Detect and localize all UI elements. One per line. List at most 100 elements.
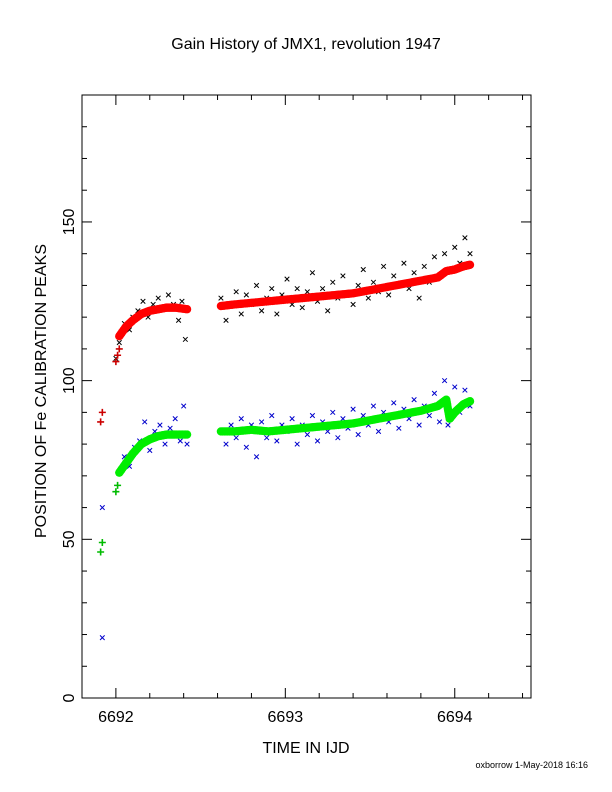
data-point-cross xyxy=(177,438,183,444)
data-point-cross xyxy=(243,292,250,298)
y-tick-label: 0 xyxy=(61,693,78,702)
plot-frame xyxy=(81,94,532,699)
data-point-cross xyxy=(462,235,468,241)
data-point-cross xyxy=(184,441,190,447)
data-point-cross xyxy=(386,292,392,298)
data-point-cross xyxy=(294,285,300,292)
y-tick-label: 150 xyxy=(61,209,78,236)
data-point-fit xyxy=(181,430,190,439)
data-point-cross xyxy=(228,422,234,428)
data-point-cross xyxy=(431,254,438,260)
data-point-cross xyxy=(274,438,280,444)
data-point-cross xyxy=(416,422,422,428)
data-point-cross xyxy=(319,285,326,292)
data-point-cross xyxy=(294,441,300,447)
data-point-cross xyxy=(416,295,422,301)
data-point-cross xyxy=(365,295,371,301)
data-point-cross xyxy=(309,270,316,276)
data-point-cross xyxy=(391,273,397,279)
data-point-cross xyxy=(284,276,290,282)
data-point-cross xyxy=(162,441,168,447)
data-point-cross xyxy=(350,406,356,412)
x-tick-label: 6694 xyxy=(437,709,473,726)
data-point-fit xyxy=(464,260,474,270)
data-point-cross xyxy=(175,317,182,323)
data-point-plus xyxy=(97,548,105,556)
data-point-cross xyxy=(445,422,451,428)
data-point-fit xyxy=(464,397,474,406)
y-axis-label: POSITION OF Fe CALIBRATION PEAKS xyxy=(33,244,50,538)
data-point-cross xyxy=(155,295,161,301)
data-point-cross xyxy=(401,260,407,266)
data-point-cross xyxy=(99,635,105,641)
x-axis-label: TIME IN IJD xyxy=(262,740,350,757)
data-point-cross xyxy=(116,339,122,346)
data-point-cross xyxy=(431,390,438,396)
data-point-cross xyxy=(238,311,244,317)
data-point-cross xyxy=(238,416,244,422)
data-point-cross xyxy=(258,419,265,425)
data-point-cross xyxy=(380,263,387,270)
data-point-cross xyxy=(391,400,397,406)
x-tick-label: 6692 xyxy=(98,709,134,726)
data-point-cross xyxy=(309,412,316,419)
data-point-cross xyxy=(350,301,356,308)
data-point-cross xyxy=(421,263,427,270)
footer-credit: oxborrow 1-May-2018 16:16 xyxy=(475,760,588,770)
x-tick-label: 6693 xyxy=(268,709,304,726)
data-point-cross xyxy=(167,425,173,431)
data-point-fit xyxy=(181,304,190,314)
data-point-cross xyxy=(181,403,187,409)
data-point-cross xyxy=(355,431,361,438)
data-point-plus xyxy=(97,418,105,426)
data-point-plus xyxy=(112,488,120,496)
data-point-cross xyxy=(304,289,311,295)
data-point-cross xyxy=(330,279,336,285)
data-point-cross xyxy=(452,384,458,390)
data-point-cross xyxy=(426,412,432,419)
data-point-cross xyxy=(233,289,239,295)
data-point-cross xyxy=(243,444,250,450)
data-point-cross xyxy=(340,273,346,279)
data-point-cross xyxy=(269,285,275,292)
data-point-cross xyxy=(179,298,185,304)
data-point-cross xyxy=(172,416,178,422)
data-point-cross xyxy=(370,279,377,285)
data-point-cross xyxy=(452,244,458,250)
data-point-plus xyxy=(98,538,106,546)
chart-title: Gain History of JMX1, revolution 1947 xyxy=(171,36,441,53)
data-point-cross xyxy=(299,304,305,311)
data-point-cross xyxy=(396,425,402,431)
data-point-cross xyxy=(411,397,417,403)
y-tick-label: 100 xyxy=(61,367,78,394)
data-point-plus xyxy=(112,358,120,366)
data-point-plus xyxy=(114,481,122,489)
data-point-cross xyxy=(253,454,260,460)
data-point-cross xyxy=(289,416,295,422)
data-point-cross xyxy=(441,251,448,257)
data-point-cross xyxy=(157,422,163,428)
data-point-plus xyxy=(114,351,122,359)
y-tick-label: 50 xyxy=(61,530,78,548)
data-point-cross xyxy=(182,336,189,343)
data-point-cross xyxy=(165,292,172,298)
data-point-cross xyxy=(355,282,361,289)
data-point-plus xyxy=(98,408,106,416)
data-point-cross xyxy=(375,428,382,435)
data-point-cross xyxy=(314,438,321,444)
data-point-cross xyxy=(274,311,280,317)
data-point-cross xyxy=(223,441,229,447)
data-point-plus xyxy=(115,345,123,353)
data-point-cross xyxy=(218,295,224,301)
data-point-cross xyxy=(436,419,443,425)
data-point-cross xyxy=(441,377,448,384)
data-point-cross xyxy=(99,504,105,511)
data-point-cross xyxy=(360,266,366,273)
data-point-cross xyxy=(335,435,341,441)
data-point-cross xyxy=(147,447,153,454)
data-point-cross xyxy=(370,403,377,409)
data-point-cross xyxy=(223,317,229,323)
data-point-cross xyxy=(264,435,270,441)
data-point-cross xyxy=(233,435,239,441)
